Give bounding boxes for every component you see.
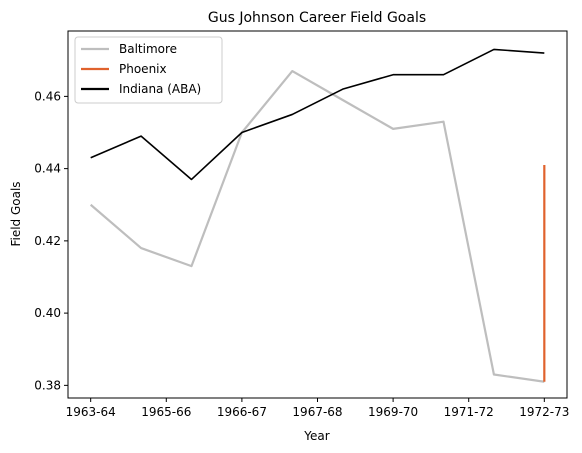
- x-tick-label: 1965-66: [141, 405, 191, 419]
- y-tick-label: 0.40: [34, 306, 61, 320]
- legend-label: Phoenix: [119, 62, 167, 76]
- legend-box: [74, 36, 223, 104]
- y-tick-label: 0.38: [34, 378, 61, 392]
- series-line-3: [90, 48, 545, 181]
- legend-label: Baltimore: [119, 42, 177, 56]
- x-tick-label: 1963-64: [66, 405, 116, 419]
- x-axis-ticks: 1963-64 1965-66 1966-67 1967-68 1969-70 1971-…: [66, 398, 569, 419]
- y-tick-label: 0.46: [34, 89, 61, 103]
- legend: Baltimore Phoenix Indiana (ABA): [74, 36, 223, 104]
- x-tick-label: 1971-72: [444, 405, 494, 419]
- chart-title: Gus Johnson Career Field Goals: [208, 10, 426, 26]
- plot-lines: [89, 48, 546, 383]
- y-tick-label: 0.42: [34, 234, 61, 248]
- y-axis-label: Field Goals: [9, 181, 23, 246]
- x-tick-label: 1969-70: [368, 405, 418, 419]
- x-tick-label: 1966-67: [217, 405, 267, 419]
- x-axis-label: Year: [303, 429, 329, 443]
- x-tick-label: 1967-68: [292, 405, 342, 419]
- y-tick-label: 0.44: [34, 162, 61, 176]
- legend-label: Indiana (ABA): [119, 82, 201, 96]
- series-line-1: [89, 69, 545, 383]
- x-tick-label: 1972-73: [519, 405, 569, 419]
- y-axis-ticks: 0.38 0.40 0.42 0.44 0.46: [34, 89, 68, 392]
